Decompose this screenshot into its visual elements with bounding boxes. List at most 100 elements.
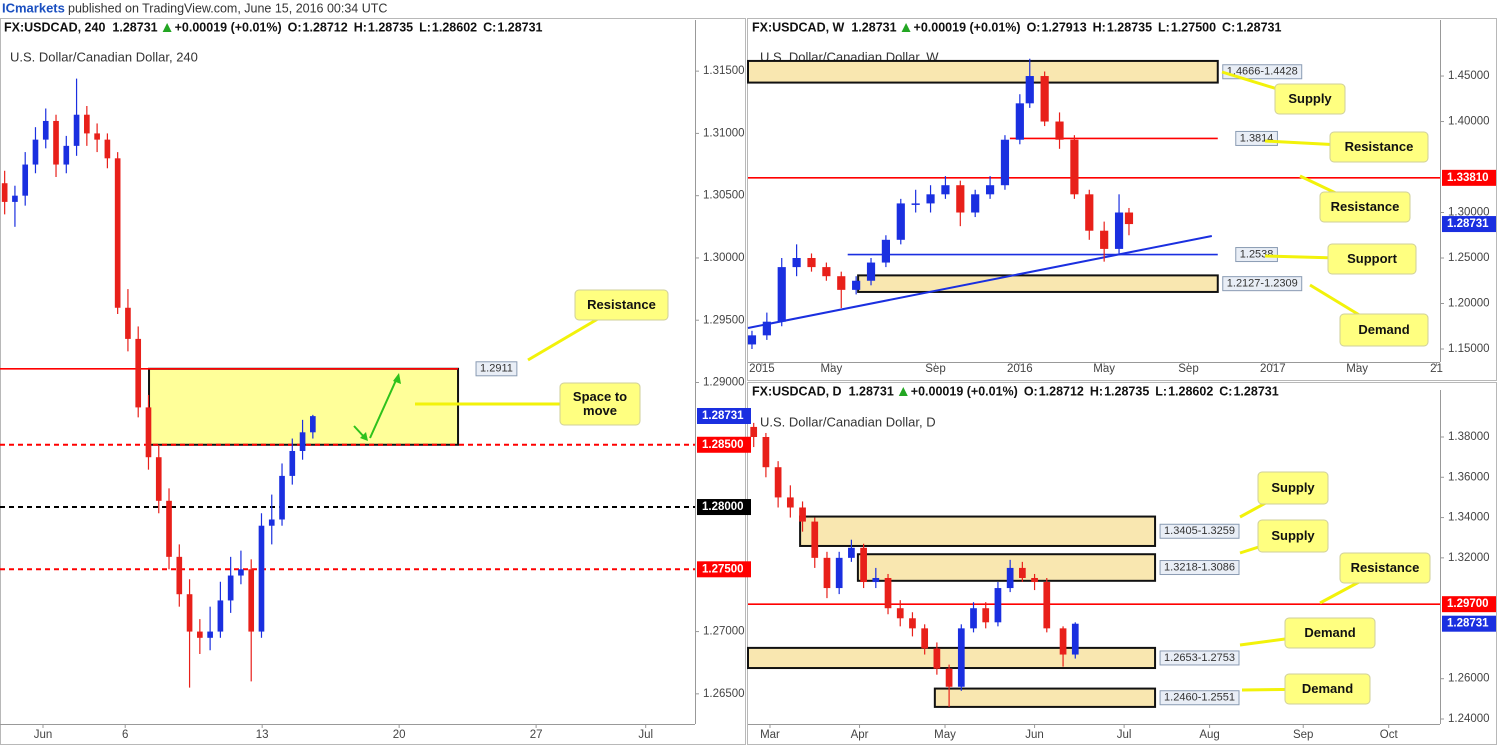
callout: Resistance bbox=[1331, 200, 1400, 214]
candle-body bbox=[835, 557, 843, 589]
x-tick-label: May bbox=[1093, 363, 1115, 375]
x-tick-label: Jul bbox=[1117, 729, 1132, 741]
last-price: 1.28731 bbox=[112, 20, 157, 34]
ohlc-value: 1.28731 bbox=[1236, 20, 1281, 34]
x-tick-label: Sep bbox=[1178, 363, 1198, 375]
change-arrow bbox=[901, 23, 911, 32]
callout-box bbox=[1284, 617, 1376, 649]
zone-label-box bbox=[1159, 690, 1240, 706]
candle-body bbox=[84, 114, 90, 134]
candle-body bbox=[970, 608, 977, 629]
ohlc-label: C: bbox=[483, 20, 496, 34]
y-tick-label: 1.31000 bbox=[703, 127, 745, 139]
candle-body bbox=[762, 321, 771, 336]
candle-body bbox=[933, 648, 941, 669]
ohlc-value: 1.28602 bbox=[1168, 384, 1213, 398]
x-tick-label: Mar bbox=[760, 729, 780, 741]
x-tick-label: 21 bbox=[1430, 363, 1443, 375]
ohlc-label: H: bbox=[1090, 384, 1103, 398]
ohlc-value: 1.28602 bbox=[432, 20, 477, 34]
y-tick-label: 1.45000 bbox=[1448, 70, 1490, 82]
price-change: +0.00019 (+0.01%) bbox=[911, 384, 1018, 398]
candle-body bbox=[176, 556, 183, 595]
last-price-box bbox=[1442, 615, 1496, 632]
candle-body bbox=[811, 521, 819, 558]
candle-body bbox=[135, 338, 142, 408]
last-price-label: 1.28731 bbox=[1447, 618, 1489, 630]
callout: Resistance bbox=[1344, 139, 1414, 154]
candle-body bbox=[872, 577, 880, 583]
y-tick-label: 1.30000 bbox=[703, 252, 745, 264]
y-tick-label: 1.26000 bbox=[1448, 673, 1490, 685]
x-tick-label: 27 bbox=[530, 729, 543, 741]
candle-body bbox=[186, 594, 193, 632]
ohlc-value: 1.28735 bbox=[1104, 384, 1149, 398]
callout-box bbox=[1284, 673, 1371, 705]
candle-body bbox=[166, 500, 172, 557]
arrow-head bbox=[360, 432, 368, 441]
ohlc-label: L: bbox=[1158, 20, 1170, 34]
symbol: FX:USDCAD, W bbox=[752, 20, 845, 34]
candle-body bbox=[145, 407, 152, 458]
callout-text: Supply bbox=[1271, 480, 1315, 495]
candle-body bbox=[310, 416, 316, 433]
callout-box bbox=[1327, 243, 1417, 275]
callout: Supply bbox=[1271, 528, 1315, 543]
candle-body bbox=[762, 436, 770, 468]
axis-price-label: 1.33810 bbox=[1447, 172, 1489, 184]
callout-text: Demand bbox=[1304, 625, 1356, 640]
candle-body bbox=[750, 426, 758, 437]
ohlc-value: 1.28731 bbox=[497, 20, 542, 34]
last-price: 1.28731 bbox=[851, 20, 896, 34]
last-price-box bbox=[1442, 216, 1496, 233]
callout-box bbox=[1257, 519, 1329, 553]
candle-body bbox=[1100, 230, 1109, 249]
x-tick-label: Jun bbox=[34, 729, 53, 741]
callout-box bbox=[1319, 191, 1411, 223]
candle-body bbox=[1015, 103, 1024, 140]
candle-body bbox=[227, 575, 234, 601]
x-tick-label: 13 bbox=[256, 729, 269, 741]
zone-label-box bbox=[1159, 560, 1240, 576]
callout-text: Resistance bbox=[1344, 139, 1414, 154]
callout-box bbox=[1339, 313, 1429, 347]
x-tick-label: 2015 bbox=[749, 363, 775, 375]
callout-box bbox=[574, 289, 669, 321]
ohlc-label: C: bbox=[1222, 20, 1235, 34]
callout: Resistance bbox=[1351, 561, 1420, 575]
author[interactable]: ICmarkets bbox=[2, 0, 65, 15]
candle-body bbox=[921, 628, 929, 649]
ohlc-label: O: bbox=[1024, 384, 1038, 398]
zone bbox=[856, 553, 1157, 582]
ohlc-value: 1.28731 bbox=[1233, 384, 1278, 398]
last-price-label: 1.28731 bbox=[702, 410, 744, 422]
candle-body bbox=[1059, 628, 1067, 655]
candle-body bbox=[1, 183, 8, 202]
y-tick-label: 1.32000 bbox=[1448, 552, 1490, 564]
arrow-head bbox=[393, 373, 401, 384]
ohlc-value: 1.28735 bbox=[368, 20, 413, 34]
callout-text: Resistance bbox=[587, 297, 656, 312]
candle-body bbox=[22, 164, 29, 196]
callout-box bbox=[1329, 131, 1429, 163]
ohlc-value: 1.28712 bbox=[303, 20, 348, 34]
level-label-box bbox=[475, 361, 518, 377]
candle-body bbox=[792, 258, 801, 268]
x-tick-label: 2017 bbox=[1260, 363, 1286, 375]
x-tick-label: May bbox=[1346, 363, 1368, 375]
candle-body bbox=[1055, 121, 1064, 140]
candle-body bbox=[884, 577, 892, 609]
candle-body bbox=[238, 569, 244, 576]
candle-body bbox=[94, 133, 100, 140]
symbol: FX:USDCAD, 240 bbox=[4, 20, 105, 34]
candle-body bbox=[896, 608, 904, 619]
callout: Resistance bbox=[587, 297, 656, 312]
candle-body bbox=[881, 239, 890, 263]
candle-body bbox=[1124, 212, 1134, 225]
callout-text: Supply bbox=[1271, 528, 1315, 543]
callout: Supply bbox=[1271, 480, 1315, 495]
callout-box bbox=[559, 382, 641, 426]
change-arrow bbox=[162, 23, 172, 32]
y-tick-label: 1.29000 bbox=[703, 377, 745, 389]
candle-body bbox=[1040, 76, 1049, 122]
